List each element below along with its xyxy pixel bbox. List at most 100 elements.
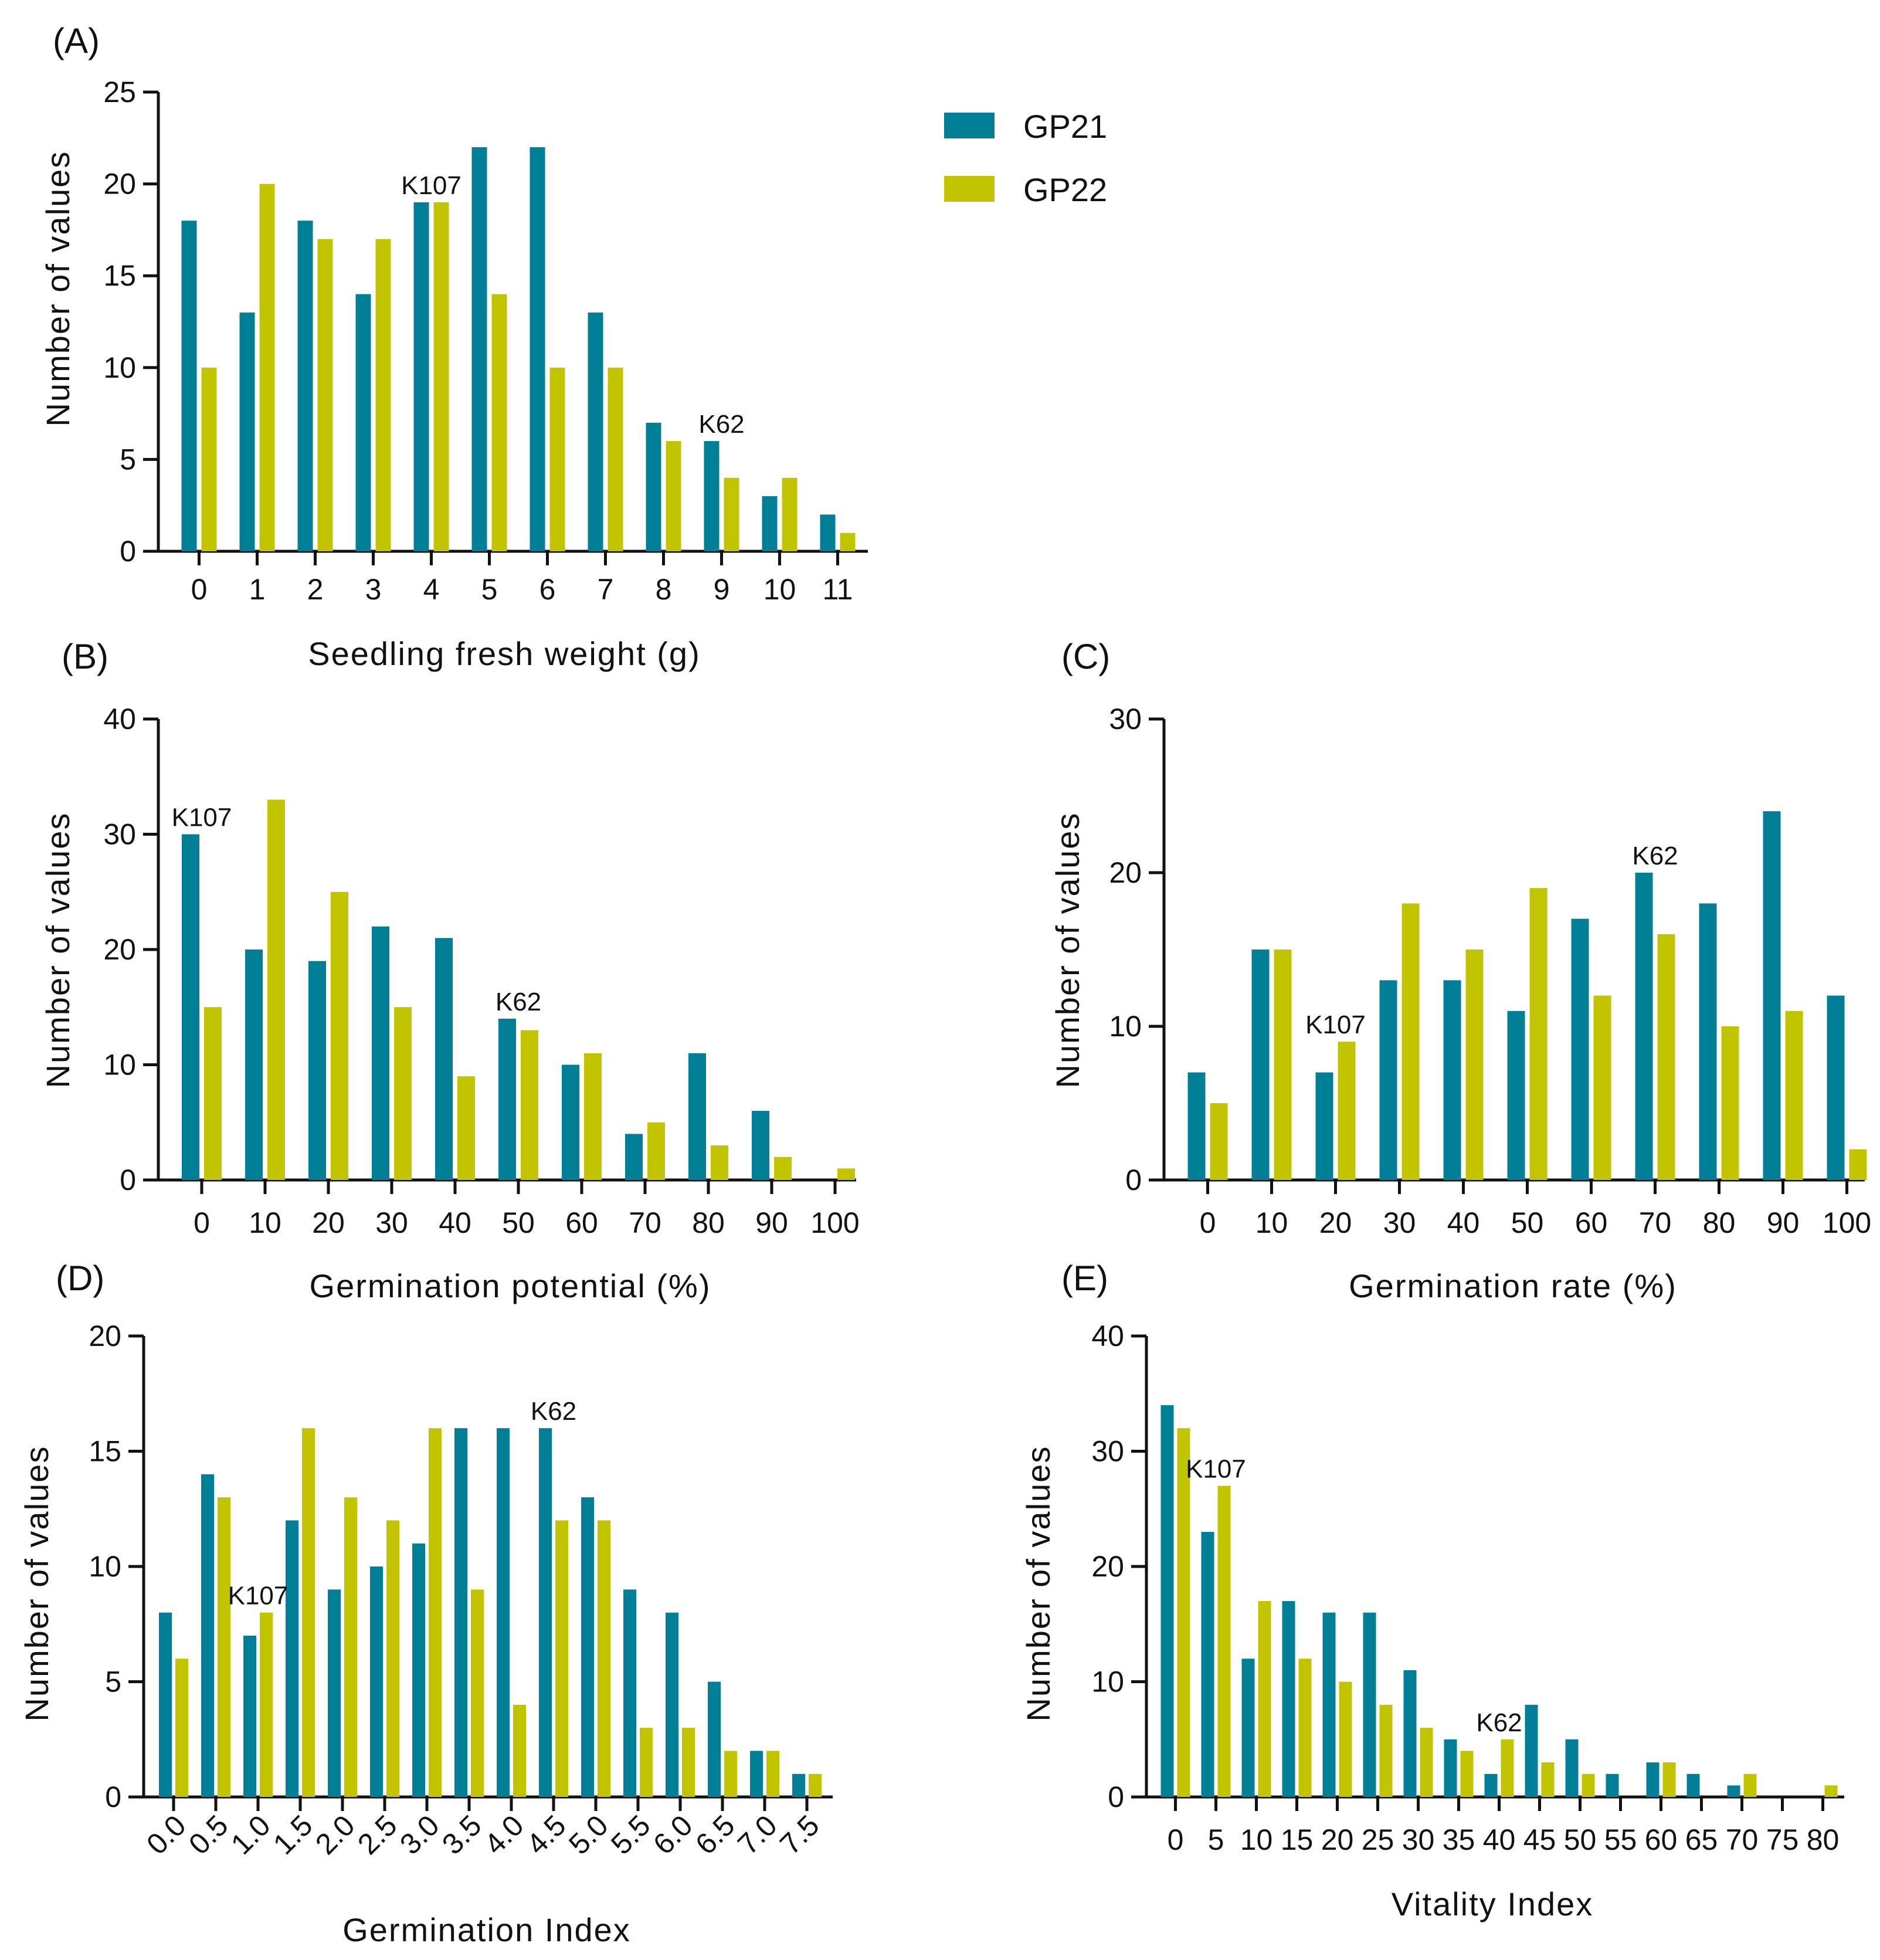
bar-gp22 (555, 1520, 568, 1797)
x-tick-label: 50 (1511, 1206, 1544, 1239)
panel-c-y-axis: 0 10 20 30 (1109, 703, 1166, 1196)
y-tick-label: 0 (1108, 1781, 1124, 1813)
bar-gp22 (302, 1428, 315, 1797)
bar-gp21 (201, 1474, 214, 1797)
panel-b-x-axis: 0 10 20 30 40 50 60 70 80 90 100 (158, 1178, 860, 1239)
bar-gp22 (386, 1520, 399, 1797)
bar-gp22 (549, 367, 565, 551)
legend: GP21 GP22 (944, 108, 1107, 208)
bar-gp22 (711, 1145, 728, 1180)
y-tick-label: 10 (89, 1550, 121, 1583)
bar-gp21 (588, 312, 603, 551)
bar-gp22 (457, 1076, 475, 1180)
panel-d-y-axis: 0 5 10 15 20 (89, 1320, 145, 1813)
panel-d-label: (D) (56, 1259, 104, 1298)
x-tick-label: 10 (763, 573, 796, 606)
panel-c-bars (1187, 811, 1867, 1180)
bar-gp21 (243, 1635, 256, 1797)
y-tick-label: 40 (1091, 1320, 1124, 1352)
x-tick-label: 80 (1807, 1823, 1840, 1856)
bar-gp21 (297, 221, 313, 551)
panel-c-x-title: Germination rate (%) (1349, 1267, 1677, 1304)
y-tick-label: 30 (1091, 1435, 1124, 1468)
bar-gp22 (840, 533, 856, 551)
x-tick-label: 20 (1319, 1206, 1352, 1239)
legend-item-gp22: GP22 (944, 171, 1107, 208)
bar-gp22 (782, 477, 798, 551)
x-tick-label: 0 (1168, 1823, 1184, 1856)
bar-gp21 (762, 496, 778, 551)
annotation-k107: K107 (172, 803, 232, 832)
bar-gp21 (435, 938, 453, 1180)
bar-gp21 (1484, 1774, 1498, 1797)
bar-gp22 (598, 1520, 610, 1797)
bar-gp22 (1460, 1751, 1474, 1797)
bar-gp21 (1251, 950, 1270, 1180)
panel-a-label: (A) (53, 21, 100, 60)
bar-gp21 (454, 1428, 467, 1797)
bar-gp21 (1315, 1072, 1333, 1180)
y-tick-label: 30 (1109, 703, 1142, 735)
bar-gp21 (1686, 1774, 1700, 1797)
x-tick-label: 10 (1240, 1823, 1273, 1856)
panel-c-x-axis: 0 10 20 30 40 50 60 70 80 90 100 (1164, 1178, 1871, 1239)
bar-gp22 (267, 799, 285, 1180)
bar-gp22 (375, 239, 391, 551)
x-tick-label: 75 (1766, 1823, 1799, 1856)
bar-gp22 (1541, 1762, 1555, 1797)
x-tick-label: 50 (502, 1206, 535, 1239)
panel-d-annotations: K107 K62 (228, 1397, 577, 1610)
bar-gp22 (1217, 1486, 1231, 1797)
bar-gp22 (1529, 888, 1548, 1180)
bar-gp22 (1593, 995, 1611, 1180)
bar-gp22 (640, 1728, 653, 1797)
bar-gp21 (704, 441, 720, 551)
x-tick-label: 30 (1402, 1823, 1435, 1856)
bar-gp21 (1635, 873, 1653, 1180)
bar-gp22 (724, 1751, 737, 1797)
bar-gp22 (837, 1168, 855, 1180)
x-tick-label: 90 (755, 1206, 788, 1239)
x-tick-label: 7 (598, 573, 614, 606)
bar-gp21 (370, 1566, 383, 1797)
bar-gp21 (1282, 1600, 1295, 1797)
bar-gp21 (530, 147, 545, 551)
bar-gp22 (259, 184, 275, 552)
bar-gp21 (750, 1751, 763, 1797)
bar-gp22 (471, 1589, 484, 1797)
x-tick-label: 10 (1255, 1206, 1288, 1239)
y-tick-label: 10 (103, 1049, 136, 1081)
bar-gp22 (666, 441, 681, 551)
panel-b-label: (B) (62, 637, 108, 676)
bar-gp21 (820, 514, 836, 551)
bar-gp21 (1443, 980, 1461, 1180)
y-tick-label: 10 (1109, 1010, 1142, 1043)
y-tick-label: 30 (103, 818, 136, 851)
bar-gp22 (1501, 1739, 1514, 1797)
bar-gp21 (328, 1589, 341, 1797)
bar-gp21 (308, 961, 326, 1180)
x-tick-label: 40 (1447, 1206, 1480, 1239)
x-tick-label: 70 (629, 1206, 661, 1239)
bar-gp21 (1727, 1785, 1740, 1797)
legend-label-gp21: GP21 (1023, 108, 1107, 145)
panel-e-bars (1160, 1405, 1838, 1797)
bar-gp21 (666, 1612, 678, 1797)
panel-e-annotations: K107 K62 (1186, 1454, 1522, 1737)
x-tick-label: 5 (1208, 1823, 1224, 1856)
x-tick-label: 20 (312, 1206, 345, 1239)
x-tick-label: 60 (565, 1206, 598, 1239)
bar-gp21 (625, 1134, 643, 1180)
y-tick-label: 40 (103, 703, 136, 735)
bar-gp22 (513, 1704, 526, 1797)
bar-gp21 (1507, 1010, 1525, 1180)
panel-b-y-title: Number of values (39, 812, 76, 1088)
panel-d-x-title: Germination Index (342, 1911, 631, 1948)
x-tick-label: 100 (810, 1206, 859, 1239)
panel-b-annotations: K107 K62 (172, 803, 542, 1016)
bar-gp21 (708, 1681, 721, 1797)
bar-gp22 (394, 1007, 412, 1180)
y-tick-label: 0 (1125, 1164, 1142, 1196)
bar-gp21 (1160, 1405, 1174, 1797)
